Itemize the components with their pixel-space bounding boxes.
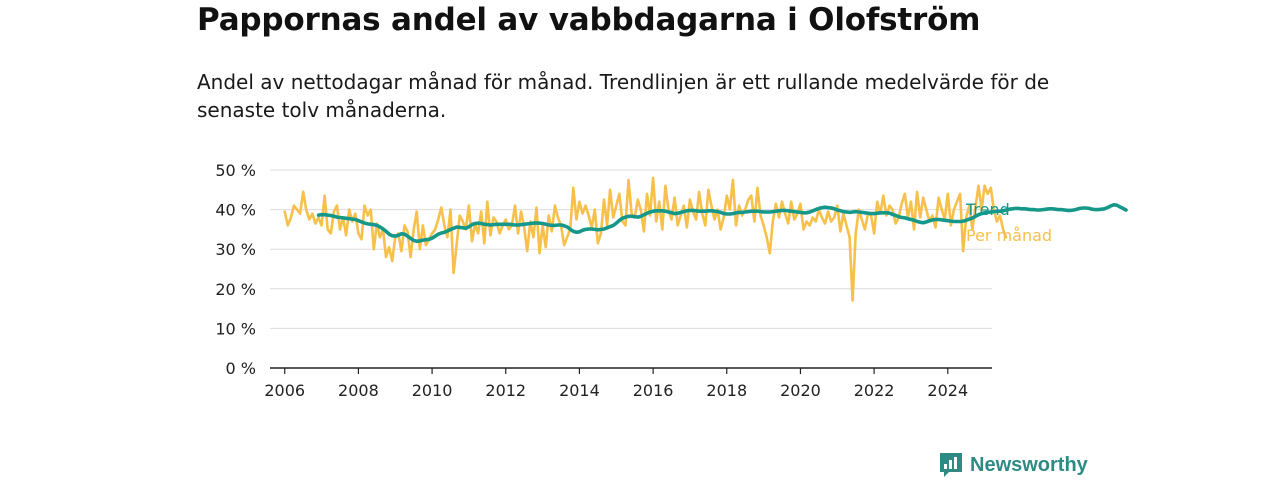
series-line-trend xyxy=(316,203,1128,244)
x-tick-label-2024: 2024 xyxy=(927,381,968,400)
x-tick-label-2010: 2010 xyxy=(412,381,453,400)
x-tick-label-2008: 2008 xyxy=(338,381,379,400)
y-tick-label-30: 30 % xyxy=(215,240,256,259)
series-line-per-manad xyxy=(283,176,1008,302)
newsworthy-logo-icon xyxy=(940,453,962,477)
x-axis: 2006 2008 2010 2012 2014 2016 2018 2020 2022 2024 xyxy=(264,367,992,400)
y-axis-tick-labels: 0 % 10 % 20 % 30 % 40 % 50 % xyxy=(215,161,256,378)
x-tick-label-2012: 2012 xyxy=(485,381,526,400)
series-layer xyxy=(283,176,1128,302)
x-tick-label-2020: 2020 xyxy=(780,381,821,400)
y-tick-label-0: 0 % xyxy=(226,359,256,378)
legend: Trend Per månad xyxy=(965,200,1052,245)
x-tick-label-2018: 2018 xyxy=(706,381,747,400)
y-tick-label-20: 20 % xyxy=(215,280,256,299)
y-tick-label-50: 50 % xyxy=(215,161,256,180)
brand-name: Newsworthy xyxy=(970,453,1088,476)
brand-logo[interactable]: Newsworthy xyxy=(938,450,1088,480)
x-tick-label-2014: 2014 xyxy=(559,381,600,400)
legend-label-per-manad: Per månad xyxy=(966,226,1052,245)
x-tick-label-2006: 2006 xyxy=(264,381,305,400)
y-tick-label-10: 10 % xyxy=(215,319,256,338)
chart-subtitle: Andel av nettodagar månad för månad. Tre… xyxy=(197,70,1050,122)
chart-title: Pappornas andel av vabbdagarna i Olofstr… xyxy=(197,2,981,38)
x-tick-label-2016: 2016 xyxy=(633,381,674,400)
legend-label-trend: Trend xyxy=(965,200,1010,219)
x-tick-label-2022: 2022 xyxy=(854,381,895,400)
y-tick-label-40: 40 % xyxy=(215,201,256,220)
